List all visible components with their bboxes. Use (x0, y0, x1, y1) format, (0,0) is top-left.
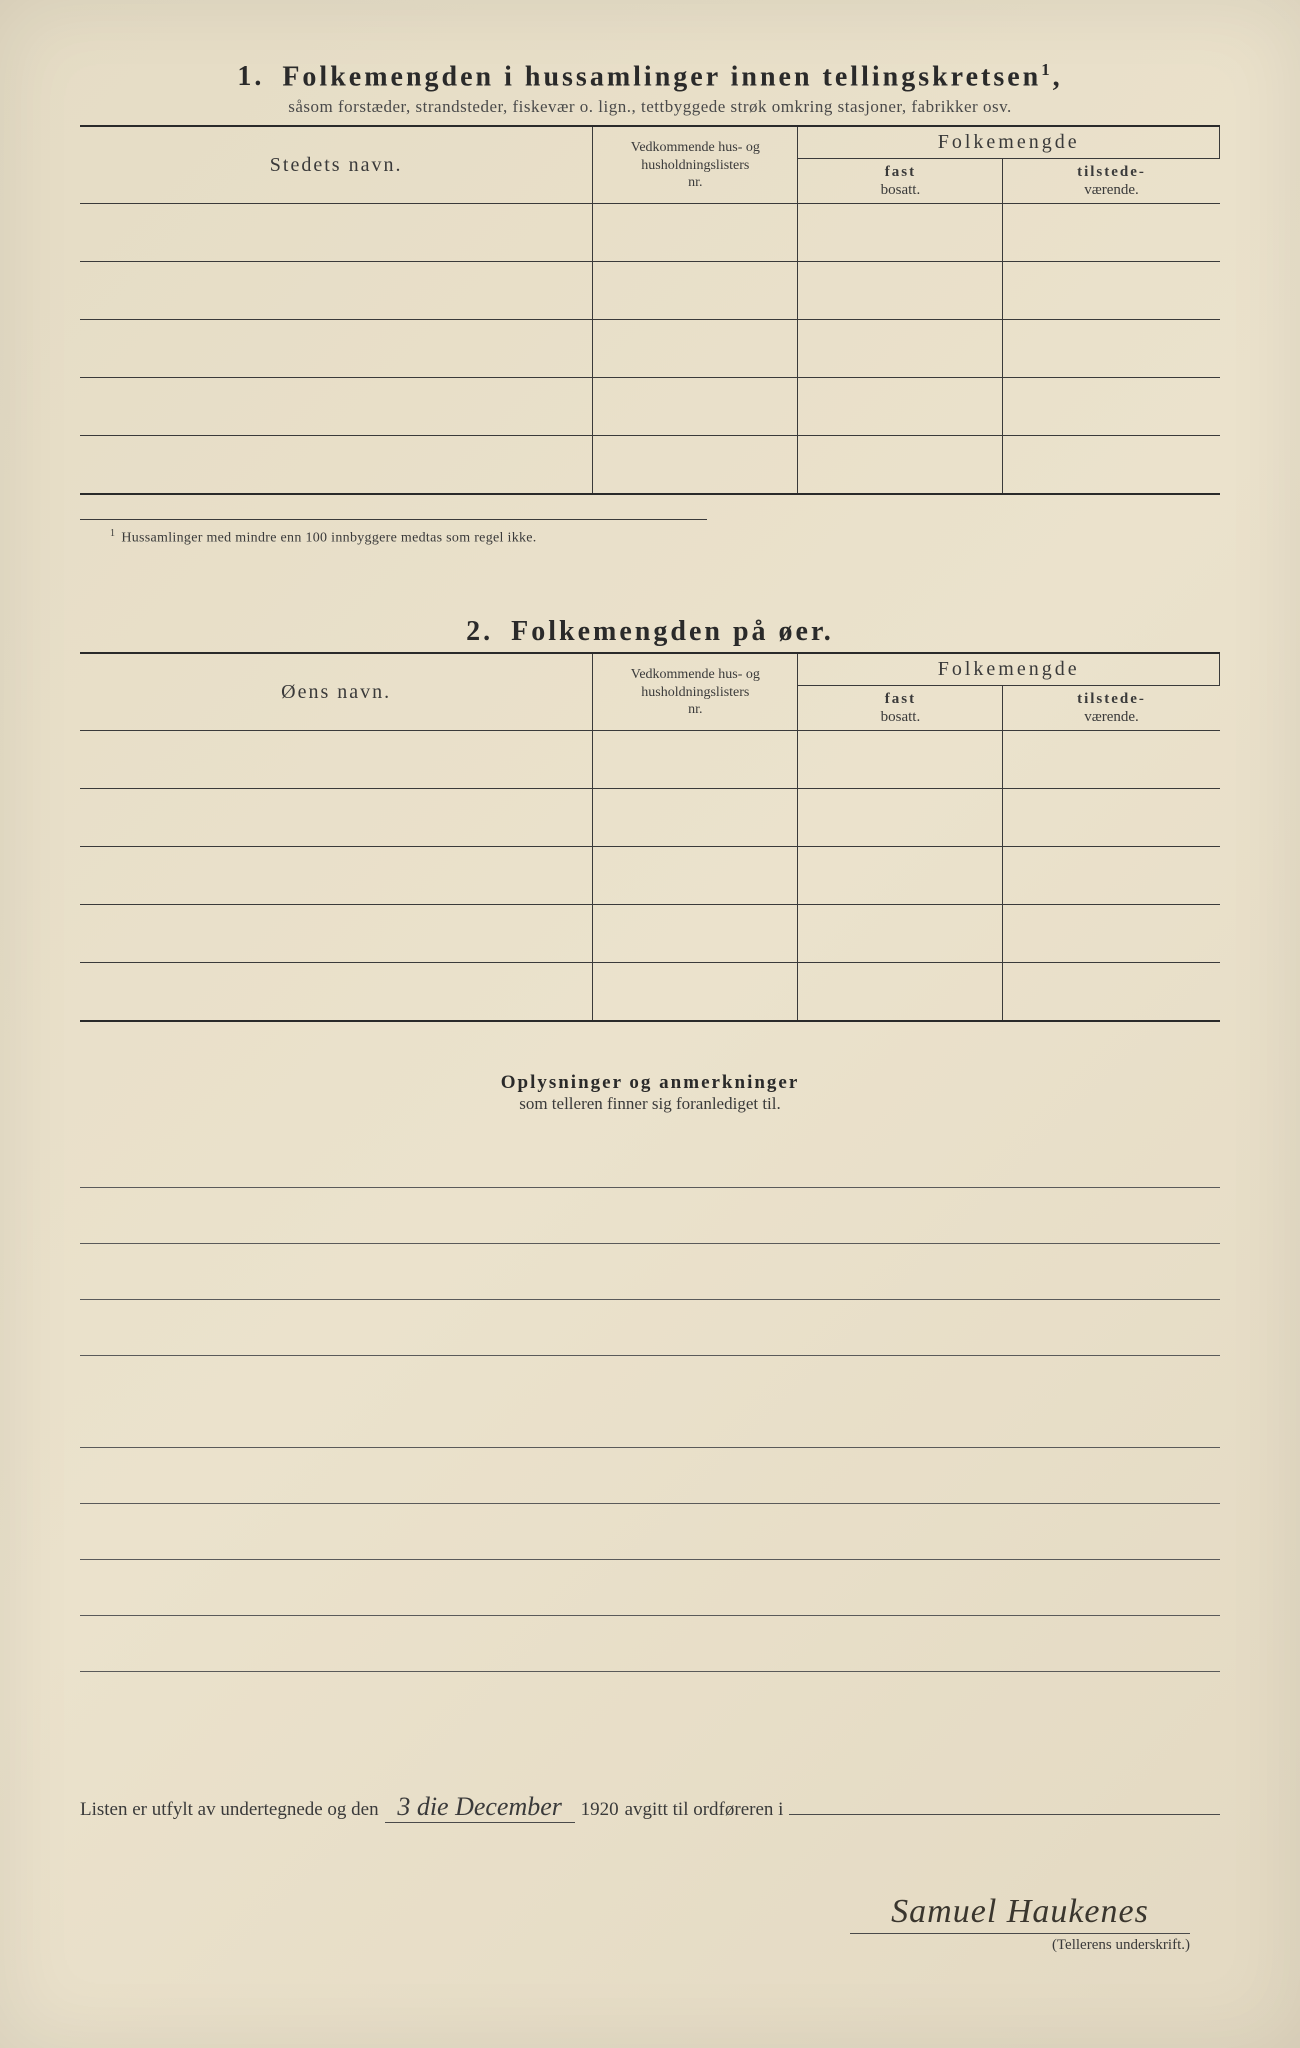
ruled-line (80, 1448, 1220, 1504)
ruled-line (80, 1244, 1220, 1300)
section2-title-text: Folkemengden på øer. (511, 616, 834, 647)
section1-table: Stedets navn. Vedkommende hus- og hushol… (80, 125, 1220, 495)
table-row (80, 731, 1220, 789)
table-row (80, 320, 1220, 378)
section1-number: 1. (237, 61, 264, 92)
remarks-subtitle: som telleren finner sig foranlediget til… (80, 1094, 1220, 1114)
table-row (80, 378, 1220, 436)
col-folkemengde: Folkemengde (798, 126, 1220, 159)
table-row (80, 847, 1220, 905)
col-vedkommende-2: Vedkommende hus- og husholdningslisters … (593, 653, 798, 731)
signoff-date-handwritten: 3 die December (385, 1792, 575, 1823)
table-row (80, 204, 1220, 262)
footnote-marker: 1 (110, 528, 115, 539)
remarks-lines (80, 1132, 1220, 1672)
signoff-blank-ordforer (789, 1794, 1220, 1815)
section2-table: Øens navn. Vedkommende hus- og husholdni… (80, 652, 1220, 1022)
col-stedets-navn: Stedets navn. (80, 126, 593, 204)
footnote-text: Hussamlinger med mindre enn 100 innbygge… (121, 530, 536, 545)
table-row (80, 963, 1220, 1021)
col-oens-navn: Øens navn. (80, 653, 593, 731)
signature-label: (Tellerens underskrift.) (80, 1937, 1190, 1954)
ruled-line (80, 1616, 1220, 1672)
col-fast-2: fast bosatt. (798, 686, 1003, 731)
section1-title: 1. Folkemengden i hussamlinger innen tell… (80, 60, 1220, 93)
ruled-line (80, 1504, 1220, 1560)
col-tilstede-2: tilstede- værende. (1003, 686, 1220, 731)
ruled-line (80, 1560, 1220, 1616)
section1-title-sup: 1 (1041, 60, 1052, 79)
col-vedkommende: Vedkommende hus- og husholdningslisters … (593, 126, 798, 204)
section2-body (80, 731, 1220, 1021)
signature-block: Samuel Haukenes (Tellerens underskrift.) (80, 1893, 1220, 1954)
census-form-page: 1. Folkemengden i hussamlinger innen tell… (0, 0, 1300, 2048)
table-row (80, 262, 1220, 320)
signoff-middle: avgitt til ordføreren i (625, 1799, 784, 1821)
col-folkemengde-2: Folkemengde (798, 653, 1220, 686)
section2-number: 2. (466, 616, 493, 647)
signoff-line: Listen er utfylt av undertegnede og den … (80, 1792, 1220, 1823)
table-row (80, 436, 1220, 494)
section1-subtitle: såsom forstæder, strandsteder, fiskevær … (80, 97, 1220, 117)
signature-handwritten: Samuel Haukenes (850, 1893, 1190, 1934)
table-row (80, 905, 1220, 963)
signoff-prefix: Listen er utfylt av undertegnede og den (80, 1799, 379, 1821)
section1-footnote: 1 Hussamlinger med mindre enn 100 innbygg… (80, 519, 707, 547)
section1-body (80, 204, 1220, 494)
ruled-line (80, 1300, 1220, 1356)
col-tilstede: tilstede- værende. (1003, 159, 1220, 204)
col-fast: fast bosatt. (798, 159, 1003, 204)
ruled-line (80, 1132, 1220, 1188)
ruled-line (80, 1188, 1220, 1244)
section1-title-text: Folkemengden i hussamlinger innen tellin… (282, 61, 1041, 92)
remarks-title: Oplysninger og anmerkninger (80, 1072, 1220, 1094)
signoff-year: 1920 (581, 1799, 619, 1821)
ruled-line (80, 1356, 1220, 1448)
section2-title: 2. Folkemengden på øer. (80, 616, 1220, 648)
table-row (80, 789, 1220, 847)
